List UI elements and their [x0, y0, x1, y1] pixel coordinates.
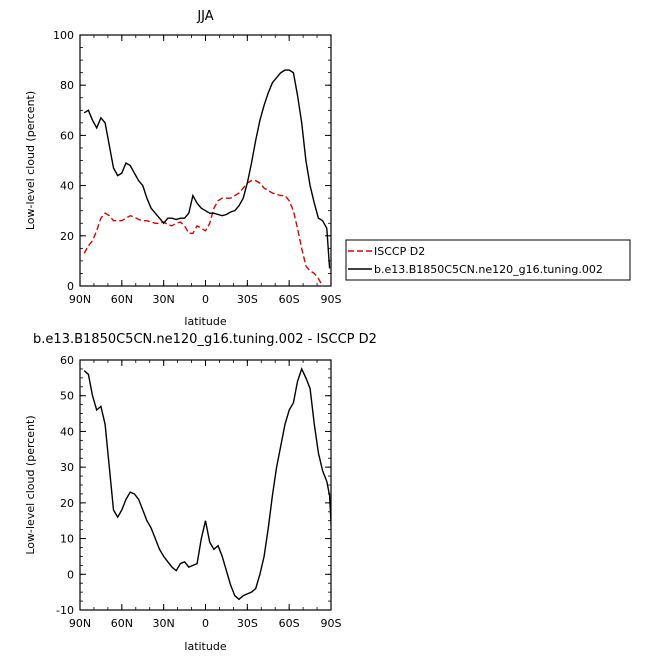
difference-chart-title: b.e13.B1850C5CN.ne120_g16.tuning.002 - I…: [33, 332, 377, 347]
x-tick-label: 90S: [321, 617, 342, 630]
series-line-difference: [83, 367, 331, 601]
y-tick-label: 60: [60, 354, 74, 367]
y-tick-label: 50: [60, 390, 74, 403]
y-axis-label: Low-level cloud (percent): [24, 91, 37, 230]
x-tick-label: 90S: [321, 293, 342, 306]
x-tick-label: 0: [202, 293, 209, 306]
x-tick-label: 30N: [153, 617, 175, 630]
x-tick-label: 90N: [69, 617, 91, 630]
x-axis-label: latitude: [184, 315, 226, 328]
y-tick-label: 0: [67, 568, 74, 581]
x-tick-label: 90N: [69, 293, 91, 306]
x-tick-label: 60N: [111, 293, 133, 306]
series-line-model: [83, 69, 331, 269]
x-axis-label: latitude: [184, 640, 226, 653]
y-tick-label: 80: [60, 79, 74, 92]
y-tick-label: 40: [60, 180, 74, 193]
x-tick-label: 60S: [279, 293, 300, 306]
y-tick-label: -10: [56, 604, 74, 617]
chart-title: JJA: [196, 9, 213, 24]
y-tick-label: 10: [60, 533, 74, 546]
legend-label: b.e13.B1850C5CN.ne120_g16.tuning.002: [374, 263, 603, 276]
legend-box: [345, 239, 631, 281]
x-tick-label: 30S: [237, 617, 258, 630]
y-tick-label: 20: [60, 230, 74, 243]
x-tick-label: 30N: [153, 293, 175, 306]
x-tick-label: 60N: [111, 617, 133, 630]
series-line-isccp-d2: [83, 179, 324, 286]
y-tick-label: 100: [53, 29, 74, 42]
y-tick-label: 20: [60, 497, 74, 510]
legend-label: ISCCP D2: [374, 245, 425, 258]
plot-frame: [79, 359, 332, 611]
x-tick-label: 0: [202, 617, 209, 630]
y-tick-label: 0: [67, 280, 74, 293]
y-axis-label: Low-level cloud (percent): [24, 415, 37, 554]
y-tick-label: 30: [60, 461, 74, 474]
y-tick-label: 60: [60, 129, 74, 142]
x-tick-label: 60S: [279, 617, 300, 630]
x-tick-label: 30S: [237, 293, 258, 306]
y-tick-label: 40: [60, 425, 74, 438]
